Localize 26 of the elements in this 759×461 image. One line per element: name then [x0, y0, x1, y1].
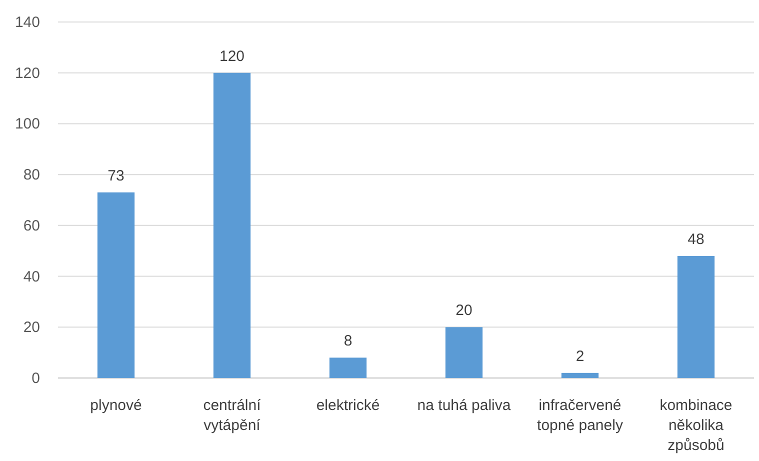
y-tick-label: 120: [14, 64, 40, 82]
x-tick-label: elektrické: [316, 397, 380, 414]
data-label: 20: [456, 302, 472, 320]
bar: [561, 372, 599, 378]
y-tick-label: 80: [23, 166, 40, 184]
bar: [445, 327, 483, 378]
data-label: 120: [219, 48, 245, 65]
y-tick-label: 20: [23, 319, 40, 336]
data-label: 2: [576, 348, 584, 365]
bar: [97, 192, 135, 378]
bar: [213, 72, 251, 378]
y-tick-label: 40: [23, 268, 40, 286]
x-tick-label: na tuhá paliva: [417, 397, 512, 414]
data-label: 73: [108, 167, 124, 184]
data-label: 8: [344, 332, 352, 350]
y-tick-label: 60: [23, 217, 40, 234]
y-tick-label: 0: [32, 370, 40, 387]
y-tick-label: 100: [14, 116, 40, 133]
x-tick-label: infračervené topné panely: [537, 397, 624, 434]
x-tick-label: kombinace několika způsobů: [660, 397, 732, 454]
bar: [329, 358, 367, 378]
y-tick-label: 140: [14, 14, 40, 31]
x-tick-label: centrální vytápění: [203, 397, 262, 434]
x-tick-label: plynové: [90, 397, 142, 414]
bar: [677, 256, 715, 378]
data-label: 48: [688, 230, 704, 248]
